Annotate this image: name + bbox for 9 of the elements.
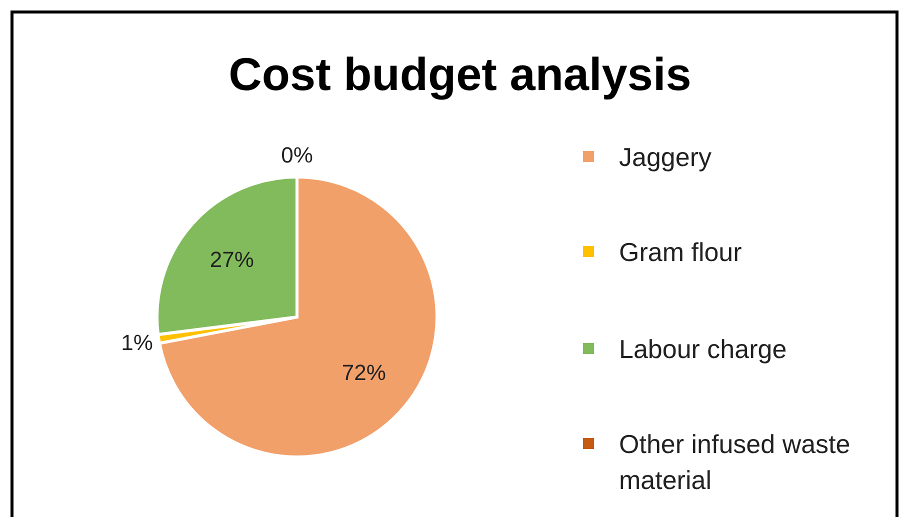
- legend-label: Jaggery: [619, 142, 712, 172]
- data-label: 27%: [210, 247, 254, 272]
- legend-label: Labour charge: [619, 334, 787, 364]
- legend-label: Gram flour: [619, 237, 742, 267]
- data-label: 1%: [121, 330, 153, 355]
- legend-label: Other infused waste material: [619, 429, 850, 495]
- chart-title: Cost budget analysis: [228, 48, 692, 100]
- text: 0%: [281, 142, 313, 168]
- data-label: 72%: [342, 360, 386, 385]
